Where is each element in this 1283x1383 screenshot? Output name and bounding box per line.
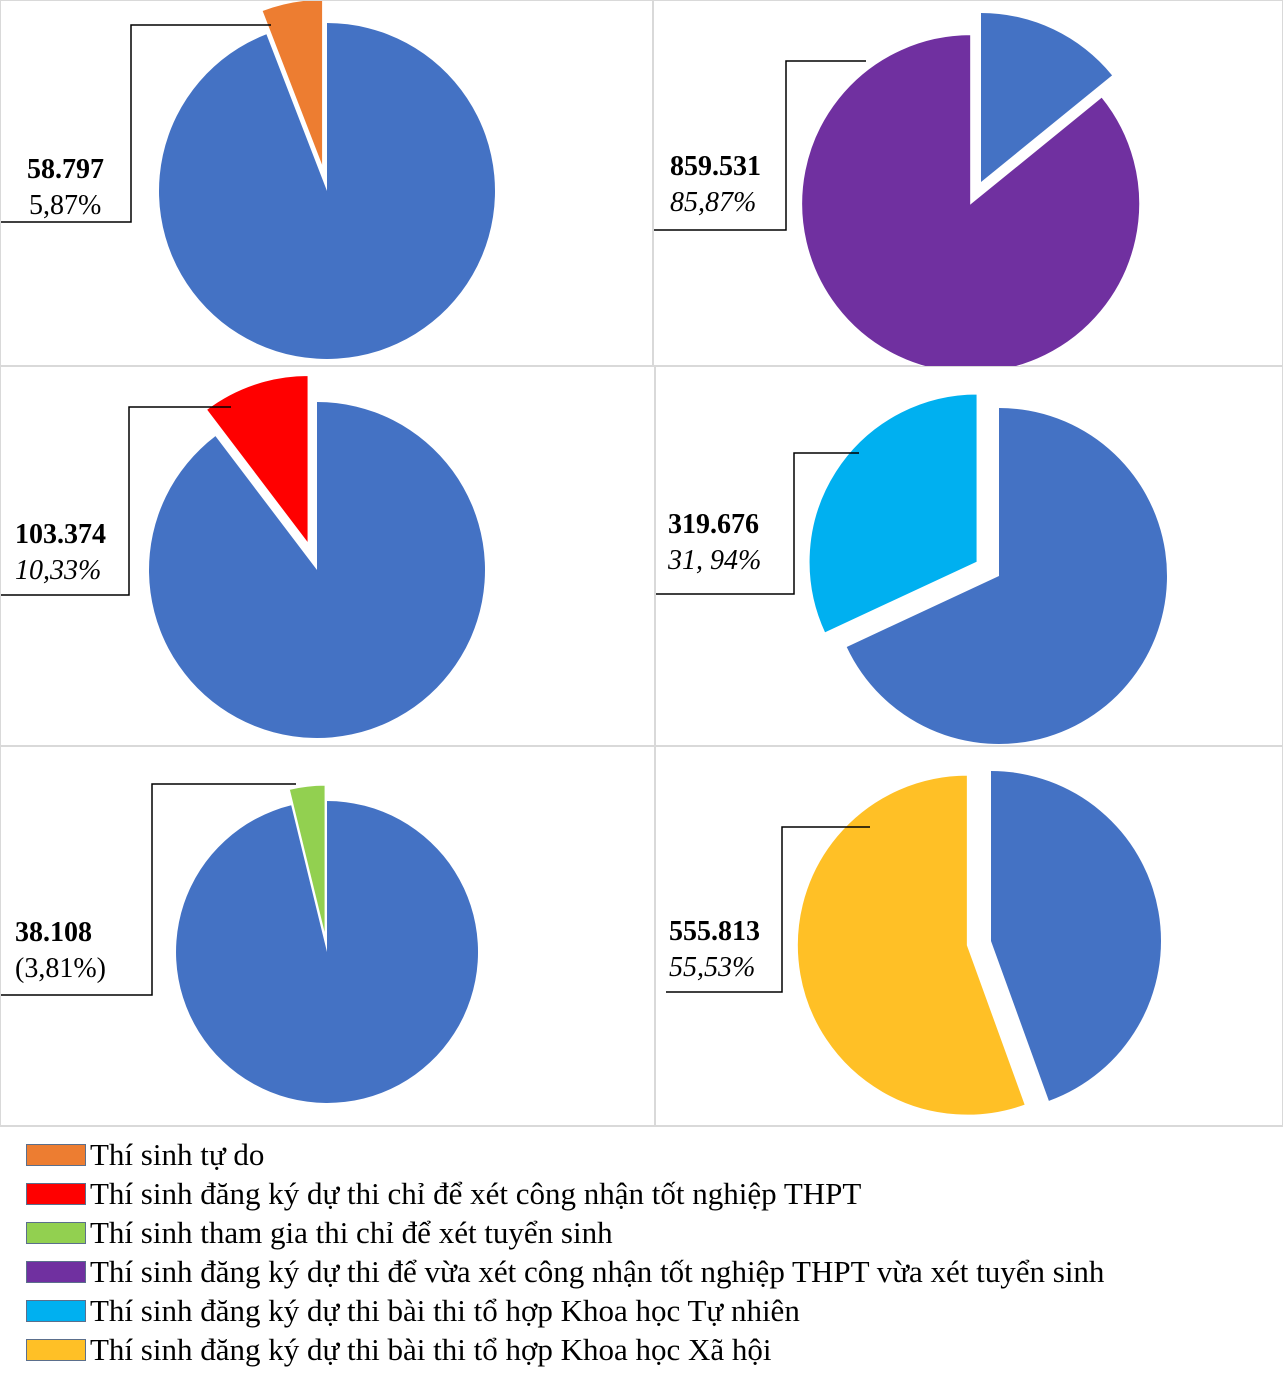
leader-line [654, 60, 866, 231]
leader-line [1, 783, 296, 996]
data-label-value: 859.531 [670, 151, 761, 182]
data-label-percent: 55,53% [669, 952, 756, 983]
legend-swatch [26, 1261, 86, 1283]
pie-slice-base [149, 402, 486, 738]
pie-panel-tu-do: 58.797 5,87% [0, 0, 653, 366]
leader-line [666, 826, 870, 993]
pie-chart-vua-tot-nghiep-vua-tuyen-sinh [654, 13, 1141, 367]
legend-item: Thí sinh tự do [26, 1135, 264, 1175]
data-label-value: 38.108 [15, 917, 92, 948]
pie-chart-chi-tuyen-sinh [1, 783, 479, 1103]
leader-line [1, 24, 271, 223]
legend-label: Thí sinh đăng ký dự thi để vừa xét công … [90, 1254, 1105, 1289]
pie-chart-khoa-hoc-xa-hoi [666, 771, 1162, 1116]
data-label: 38.108 (3,81%) [15, 915, 106, 987]
pie-slice-highlight [261, 1, 324, 168]
data-label-percent: 5,87% [29, 190, 102, 221]
legend-item: Thí sinh tham gia thi chỉ để xét tuyển s… [26, 1213, 613, 1253]
pie-slice-highlight [796, 774, 1026, 1116]
pie-slice-base [981, 13, 1113, 182]
data-label-percent: (3,81%) [15, 953, 106, 984]
data-label-percent: 10,33% [15, 555, 102, 586]
legend-item: Thí sinh đăng ký dự thi bài thi tổ hợp K… [26, 1291, 800, 1331]
pie-chart-khoa-hoc-tu-nhien [656, 393, 1167, 744]
pie-slice-highlight [288, 784, 326, 937]
data-label: 58.797 5,87% [27, 152, 104, 224]
legend: Thí sinh tự do Thí sinh đăng ký dự thi c… [0, 1126, 1283, 1383]
data-label-value: 555.813 [669, 916, 760, 947]
data-label-percent: 31, 94% [668, 545, 762, 576]
pie-slice-highlight [808, 393, 978, 634]
data-label: 859.531 85,87% [670, 149, 761, 221]
legend-label: Thí sinh đăng ký dự thi bài thi tổ hợp K… [90, 1293, 800, 1328]
pie-slice-base [846, 408, 1167, 744]
legend-swatch [26, 1339, 86, 1361]
pie-panel-khoa-hoc-xa-hoi: 555.813 55,53% [655, 746, 1283, 1126]
pie-chart-tu-do [1, 1, 496, 360]
legend-item: Thí sinh đăng ký dự thi chỉ để xét công … [26, 1174, 861, 1214]
legend-swatch [26, 1300, 86, 1322]
data-label: 555.813 55,53% [669, 914, 760, 986]
legend-label: Thí sinh tự do [90, 1137, 265, 1172]
legend-label: Thí sinh đăng ký dự thi bài thi tổ hợp K… [90, 1332, 772, 1367]
data-label-value: 58.797 [27, 154, 104, 185]
data-label: 319.676 31, 94% [668, 507, 761, 579]
data-label-value: 319.676 [668, 509, 759, 540]
pie-panel-chi-tuyen-sinh: 38.108 (3,81%) [0, 746, 655, 1126]
legend-label: Thí sinh đăng ký dự thi chỉ để xét công … [90, 1176, 862, 1211]
pie-slice-base [159, 22, 496, 360]
legend-item: Thí sinh đăng ký dự thi để vừa xét công … [26, 1252, 1104, 1292]
pie-slice-highlight [801, 34, 1141, 367]
legend-item: Thí sinh đăng ký dự thi bài thi tổ hợp K… [26, 1330, 772, 1370]
pie-slice-base [991, 771, 1162, 1101]
pie-panel-khoa-hoc-tu-nhien: 319.676 31, 94% [655, 366, 1283, 746]
leader-line [1, 406, 231, 596]
legend-swatch [26, 1144, 86, 1166]
pie-panel-vua-tot-nghiep-vua-tuyen-sinh: 859.531 85,87% [653, 0, 1283, 367]
data-label-percent: 85,87% [670, 187, 757, 218]
pie-panel-chi-tot-nghiep: 103.374 10,33% [0, 366, 655, 746]
pie-slice-base [176, 801, 479, 1103]
pie-chart-chi-tot-nghiep [1, 374, 486, 738]
data-label: 103.374 10,33% [15, 517, 106, 589]
legend-label: Thí sinh tham gia thi chỉ để xét tuyển s… [90, 1215, 613, 1250]
data-label-value: 103.374 [15, 519, 106, 550]
legend-swatch [26, 1183, 86, 1205]
legend-swatch [26, 1222, 86, 1244]
leader-line [656, 452, 859, 595]
